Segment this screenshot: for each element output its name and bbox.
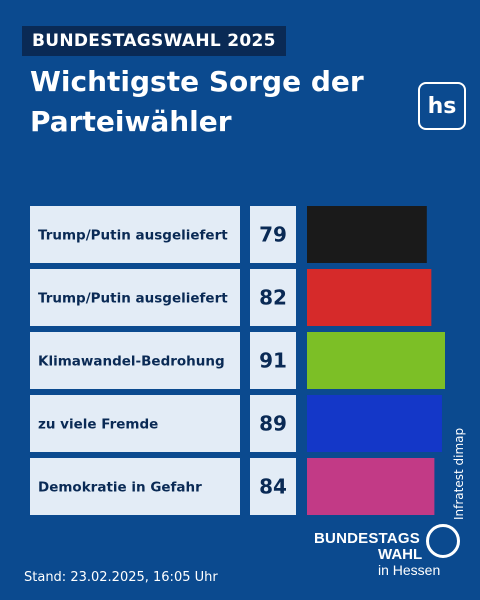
value-label: 82 xyxy=(259,286,287,310)
ballot-x-icon xyxy=(426,524,460,558)
category-label-box xyxy=(30,458,240,515)
category-label: Demokratie in Gefahr xyxy=(38,480,202,496)
category-label: Trump/Putin ausgeliefert xyxy=(38,228,228,244)
brand-line-2: WAHL xyxy=(378,546,423,563)
value-label-box xyxy=(250,458,296,515)
value-label: 89 xyxy=(259,412,287,436)
value-label: 91 xyxy=(259,349,287,373)
bundestagswahl-logo: BUNDESTAGS WAHL in Hessen xyxy=(314,524,464,578)
category-label: Trump/Putin ausgeliefert xyxy=(38,291,228,307)
value-label: 84 xyxy=(259,475,287,499)
category-label-box xyxy=(30,206,240,263)
bar xyxy=(307,269,432,326)
value-label-box xyxy=(250,395,296,452)
category-label-box xyxy=(30,269,240,326)
kicker-label: BUNDESTAGSWAHL 2025 xyxy=(22,26,286,56)
category-label: Klimawandel-Bedrohung xyxy=(38,354,225,370)
category-label-box xyxy=(30,395,240,452)
value-label-box xyxy=(250,269,296,326)
timestamp: Stand: 23.02.2025, 16:05 Uhr xyxy=(24,570,218,585)
value-label: 79 xyxy=(259,223,287,247)
value-label-box xyxy=(250,206,296,263)
value-label-box xyxy=(250,332,296,389)
brand-line-1: BUNDESTAGS xyxy=(314,530,420,547)
source-label: Infratest dimap xyxy=(452,427,466,520)
bar xyxy=(307,395,442,452)
chart-title: Wichtigste Sorge der Parteiwähler xyxy=(30,65,364,138)
brand-line-3: in Hessen xyxy=(378,562,441,578)
bar xyxy=(307,332,445,389)
category-label-box xyxy=(30,332,240,389)
bar xyxy=(307,206,427,263)
bar xyxy=(307,458,435,515)
hs-logo: hs xyxy=(418,82,466,130)
category-label: zu viele Fremde xyxy=(38,417,158,433)
